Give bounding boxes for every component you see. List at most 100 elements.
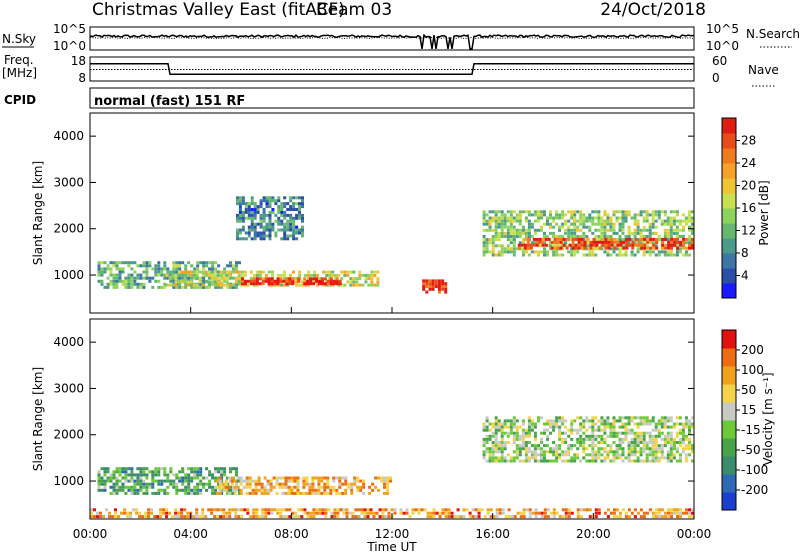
heatmap-cell <box>552 425 556 429</box>
heatmap-cell <box>678 228 682 232</box>
heatmap-cell <box>174 515 178 519</box>
heatmap-cell <box>283 205 287 209</box>
heatmap-cell <box>184 476 188 480</box>
heatmap-cell <box>219 283 223 287</box>
heatmap-cell <box>106 479 110 483</box>
heatmap-cell <box>606 456 610 460</box>
heatmap-cell <box>180 508 184 512</box>
heatmap-cell <box>189 280 193 284</box>
heatmap-cell <box>527 231 531 235</box>
heatmap-cell <box>335 279 339 283</box>
heatmap-cell <box>367 273 371 277</box>
heatmap-cell <box>240 273 244 277</box>
heatmap-cell <box>210 508 214 512</box>
heatmap-cell <box>527 419 531 423</box>
heatmap-cell <box>529 243 533 247</box>
heatmap-cell <box>607 240 611 244</box>
heatmap-cell <box>266 488 270 492</box>
heatmap-cell <box>675 441 679 444</box>
heatmap-cell <box>204 273 208 277</box>
heatmap-cell <box>238 199 242 203</box>
heatmap-cell <box>672 219 676 223</box>
heatmap-cell <box>576 416 580 420</box>
heatmap-cell <box>666 419 670 423</box>
heatmap-cell <box>90 508 93 512</box>
heatmap-cell <box>383 491 386 495</box>
heatmap-cell <box>491 444 495 448</box>
heatmap-cell <box>497 425 501 429</box>
heatmap-cell <box>518 216 522 220</box>
heatmap-cell <box>518 453 522 457</box>
heatmap-cell <box>688 228 691 232</box>
heatmap-cell <box>579 219 583 223</box>
heatmap-cell <box>345 511 349 515</box>
heatmap-cell <box>124 479 128 483</box>
heatmap-cell <box>247 208 251 211</box>
heatmap-cell <box>648 250 652 254</box>
heatmap-cell <box>588 253 592 257</box>
heatmap-cell <box>597 441 601 444</box>
heatmap-cell <box>133 482 137 486</box>
heatmap-cell <box>136 488 140 492</box>
heatmap-cell <box>669 434 673 438</box>
heatmap-cell <box>238 488 241 492</box>
heatmap-cell <box>293 491 297 495</box>
heatmap-cell <box>139 473 143 477</box>
heatmap-cell <box>497 210 501 214</box>
heatmap-cell <box>279 508 283 512</box>
heatmap-cell <box>267 508 271 512</box>
heatmap-cell <box>663 456 667 460</box>
heatmap-cell <box>570 253 574 257</box>
heatmap-cell <box>533 425 537 429</box>
heatmap-cell <box>447 511 451 515</box>
heatmap-cell <box>296 488 300 492</box>
heatmap-cell <box>238 216 242 220</box>
heatmap-cell <box>561 222 565 226</box>
heatmap-cell <box>618 228 622 232</box>
heatmap-cell <box>318 279 321 283</box>
heatmap-cell <box>115 273 119 277</box>
colorbar-swatch <box>722 456 736 475</box>
heatmap-cell <box>270 277 274 281</box>
heatmap-cell <box>208 285 212 289</box>
heatmap-cell <box>181 261 185 265</box>
heatmap-cell <box>681 431 685 435</box>
heatmap-cell <box>588 219 592 223</box>
heatmap-cell <box>535 240 539 244</box>
heatmap-cell <box>162 511 166 515</box>
heatmap-cell <box>215 485 219 489</box>
heatmap-cell <box>268 231 272 235</box>
heatmap-cell <box>328 277 332 281</box>
heatmap-cell <box>96 515 99 519</box>
heatmap-cell <box>293 479 297 483</box>
heatmap-cell <box>591 222 595 226</box>
heatmap-cell <box>100 476 104 480</box>
heatmap-cell <box>277 273 280 277</box>
heatmap-cell <box>591 253 595 257</box>
heatmap-cell <box>570 437 574 441</box>
heatmap-cell <box>612 222 616 226</box>
heatmap-cell <box>603 447 607 451</box>
heatmap-cell <box>645 210 649 214</box>
heatmap-cell <box>301 283 305 287</box>
heatmap-cell <box>527 431 531 435</box>
heatmap-cell <box>552 235 556 238</box>
heatmap-cell <box>109 282 113 286</box>
heatmap-cell <box>121 282 125 286</box>
heatmap-cell <box>654 508 658 512</box>
heatmap-cell <box>431 279 435 283</box>
heatmap-cell <box>239 482 243 486</box>
heatmap-cell <box>218 485 222 489</box>
heatmap-cell <box>255 279 259 283</box>
heatmap-cell <box>312 282 316 286</box>
heatmap-cell <box>238 196 242 200</box>
heatmap-cell <box>567 428 571 432</box>
heatmap-cell <box>160 267 164 271</box>
heatmap-cell <box>564 508 568 512</box>
heatmap-cell <box>540 437 543 441</box>
heatmap-cell <box>524 444 528 448</box>
heatmap-cell <box>350 488 354 492</box>
heatmap-cell <box>171 283 175 287</box>
heatmap-cell <box>332 485 336 489</box>
heatmap-cell <box>178 285 182 289</box>
